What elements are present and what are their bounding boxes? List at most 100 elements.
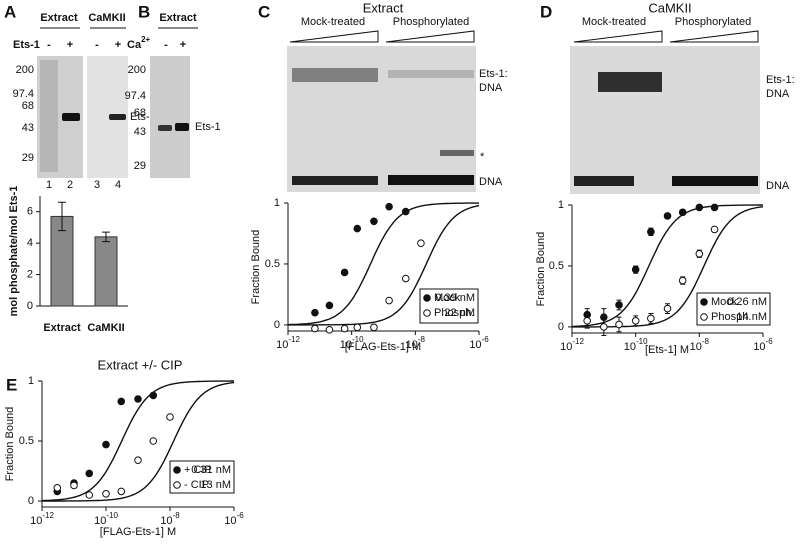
x-tick-label: 10-10 bbox=[624, 337, 648, 353]
x-tick-label: 10-6 bbox=[753, 337, 773, 353]
data-point bbox=[710, 203, 719, 212]
panel-letter: D bbox=[540, 2, 552, 21]
data-point bbox=[663, 212, 672, 220]
mw-label: 29 bbox=[22, 152, 34, 164]
mw-label: 68 bbox=[22, 100, 34, 112]
data-point bbox=[647, 228, 655, 236]
gel-lane bbox=[40, 60, 58, 172]
gel bbox=[150, 56, 190, 178]
gel-band bbox=[574, 176, 634, 186]
data-point bbox=[102, 440, 110, 449]
data-point bbox=[102, 490, 110, 498]
data-point bbox=[385, 202, 393, 211]
x-tick-label: 10-12 bbox=[560, 337, 584, 353]
tick-base: 10 bbox=[30, 515, 42, 527]
wedge bbox=[573, 30, 663, 43]
y-tick-label: 0 bbox=[28, 495, 34, 507]
sign: + bbox=[67, 39, 73, 51]
band-label: Ets-1 bbox=[195, 121, 221, 133]
row-label: Ets-1 bbox=[13, 39, 40, 51]
condition-label: Mock-treated bbox=[582, 16, 646, 28]
data-point bbox=[85, 469, 94, 478]
condition-label: Mock-treated bbox=[301, 16, 365, 28]
y-tick-label: 0.5 bbox=[265, 258, 280, 270]
y-tick-label: 0 bbox=[274, 319, 280, 331]
data-point bbox=[647, 314, 655, 323]
data-point bbox=[166, 413, 174, 421]
tick-base: 10 bbox=[160, 515, 172, 527]
data-point bbox=[85, 491, 94, 499]
tick-base: 10 bbox=[624, 341, 636, 353]
lane-number: 1 bbox=[46, 179, 52, 191]
gel-title: Extract bbox=[363, 0, 404, 15]
data-point bbox=[615, 320, 623, 329]
data-point bbox=[631, 265, 640, 274]
legend-label: Mock bbox=[711, 296, 738, 308]
wedge bbox=[385, 30, 475, 43]
gel-band bbox=[292, 68, 378, 82]
mw-label: 97.4 bbox=[13, 88, 34, 100]
data-point bbox=[149, 437, 158, 445]
data-point bbox=[70, 481, 78, 490]
legend-kd: 22 nM bbox=[444, 307, 475, 319]
y-tick-label: 4 bbox=[27, 237, 33, 249]
mw-label: 200 bbox=[128, 64, 146, 76]
sign: - bbox=[47, 39, 51, 51]
data-point bbox=[678, 208, 687, 217]
panel-letter: E bbox=[6, 375, 17, 394]
complex-label: Ets-1: bbox=[766, 74, 795, 86]
fit-curve bbox=[288, 202, 480, 326]
data-point bbox=[600, 323, 608, 331]
sign: - bbox=[95, 39, 99, 51]
gel-band bbox=[175, 123, 189, 131]
tick-exponent: -12 bbox=[572, 337, 584, 346]
gel-band bbox=[158, 125, 172, 131]
legend-label: Phosph. bbox=[711, 311, 751, 323]
tick-exponent: -10 bbox=[636, 337, 648, 346]
x-tick-label: 10-12 bbox=[30, 511, 54, 527]
y-axis-label: mol phosphate/mol Ets-1 bbox=[8, 186, 20, 317]
tick-exponent: -8 bbox=[418, 335, 426, 344]
x-tick-label: Extract bbox=[43, 322, 81, 334]
x-axis-label: [FLAG-Ets-1] M bbox=[345, 341, 421, 353]
y-tick-label: 1 bbox=[274, 197, 280, 209]
data-point bbox=[340, 268, 349, 277]
x-axis-label: [Ets-1] M bbox=[645, 344, 689, 356]
legend-box bbox=[169, 460, 235, 494]
y-axis-label: Fraction Bound bbox=[4, 407, 16, 482]
x-tick-label: 10-6 bbox=[224, 511, 244, 527]
gel bbox=[287, 46, 476, 192]
panel-letter: A bbox=[4, 2, 16, 21]
tick-exponent: -12 bbox=[288, 335, 300, 344]
data-point bbox=[370, 323, 378, 332]
legend-label: Phosph. bbox=[434, 307, 474, 319]
legend-label: - CIP bbox=[184, 479, 209, 491]
tick-exponent: -10 bbox=[106, 511, 118, 520]
tick-base: 10 bbox=[94, 515, 106, 527]
data-point bbox=[385, 296, 393, 305]
tick-base: 10 bbox=[690, 341, 702, 353]
gel-band bbox=[292, 176, 378, 185]
tick-exponent: -8 bbox=[702, 337, 710, 346]
gel-band bbox=[388, 175, 474, 185]
complex-label: Ets-1: bbox=[479, 68, 508, 80]
complex-label: DNA bbox=[766, 88, 790, 100]
tick-exponent: -8 bbox=[173, 511, 181, 520]
x-tick-label: 10-6 bbox=[469, 335, 489, 351]
tick-exponent: -6 bbox=[482, 335, 490, 344]
sign: + bbox=[180, 39, 186, 51]
legend-marker bbox=[700, 298, 708, 306]
condition-label: Phosphorylated bbox=[393, 16, 469, 28]
error-bar bbox=[102, 231, 110, 243]
bar bbox=[94, 236, 118, 307]
tick-exponent: -10 bbox=[352, 335, 364, 344]
tick-base: 10 bbox=[340, 339, 352, 351]
data-point bbox=[370, 217, 378, 226]
row-label-sup: 2+ bbox=[141, 35, 150, 44]
tick-base: 10 bbox=[753, 341, 765, 353]
gel-header: Extract bbox=[159, 12, 197, 24]
data-point bbox=[663, 304, 672, 313]
tick-exponent: -12 bbox=[42, 511, 54, 520]
tick-exponent: -6 bbox=[766, 337, 774, 346]
sign: - bbox=[164, 39, 168, 51]
